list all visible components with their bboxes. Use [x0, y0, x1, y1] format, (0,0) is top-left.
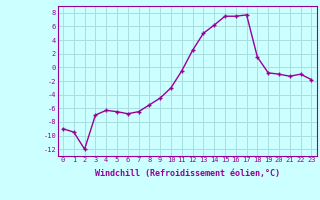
X-axis label: Windchill (Refroidissement éolien,°C): Windchill (Refroidissement éolien,°C) [95, 169, 280, 178]
